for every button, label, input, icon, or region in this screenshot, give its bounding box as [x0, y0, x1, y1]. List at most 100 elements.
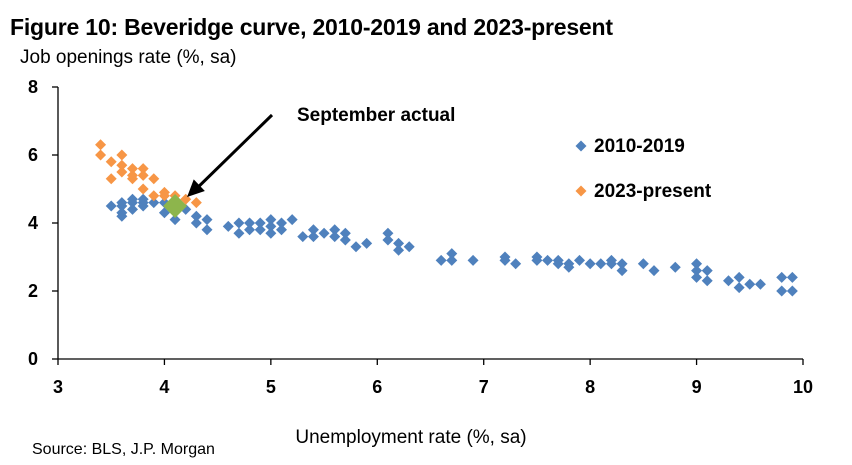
data-point-2010-2019 [563, 261, 575, 273]
data-point-2010-2019 [244, 217, 256, 229]
data-point-2010-2019 [616, 258, 628, 270]
y-tick-label: 6 [28, 145, 38, 165]
y-axis-title: Job openings rate (%, sa) [20, 47, 237, 68]
data-point-2010-2019 [510, 258, 522, 270]
legend-label-2023-present: 2023-present [594, 181, 712, 202]
data-point-2010-2019 [286, 214, 298, 226]
data-point-2010-2019 [595, 258, 607, 270]
data-point-2010-2019 [446, 254, 458, 266]
x-tick-label: 3 [53, 377, 63, 397]
data-point-2010-2019 [446, 248, 458, 260]
data-point-2010-2019 [190, 210, 202, 222]
y-tick-label: 4 [28, 213, 38, 233]
data-point-2010-2019 [265, 227, 277, 239]
data-point-2010-2019 [233, 227, 245, 239]
data-point-2023-present [105, 156, 117, 168]
data-point-2010-2019 [691, 258, 703, 270]
annotation-arrowhead [187, 179, 205, 197]
legend-marker-2010-2019 [575, 140, 587, 152]
data-point-2010-2019 [329, 224, 341, 236]
data-point-2010-2019 [276, 224, 287, 236]
data-point-2010-2019 [350, 241, 362, 253]
data-point-2010-2019 [307, 231, 319, 243]
x-tick-label: 7 [479, 377, 489, 397]
data-point-2023-present [95, 149, 107, 161]
chart-title: Figure 10: Beveridge curve, 2010-2019 an… [10, 14, 613, 40]
data-point-2010-2019 [254, 224, 266, 236]
data-point-2010-2019 [691, 265, 703, 277]
data-point-2010-2019 [190, 217, 202, 229]
data-point-2010-2019 [222, 220, 234, 232]
legend-label-2010-2019: 2010-2019 [594, 136, 685, 157]
data-point-2010-2019 [169, 214, 181, 226]
data-point-2010-2019 [233, 217, 245, 229]
data-point-2010-2019 [148, 197, 160, 209]
y-tick-label: 8 [28, 77, 38, 97]
annotation: September actual [187, 105, 455, 197]
data-point-2010-2019 [786, 285, 798, 297]
data-point-2010-2019 [127, 193, 138, 205]
annotation-label: September actual [297, 105, 455, 126]
axes: 0 2 4 6 8 3 4 5 6 7 8 9 10 [28, 77, 813, 397]
data-point-2023-present [105, 173, 117, 185]
data-point-2010-2019 [403, 241, 415, 253]
x-tick-label: 9 [692, 377, 702, 397]
x-tick-label: 4 [159, 377, 169, 397]
series-2023-present-points [95, 139, 202, 209]
data-point-2010-2019 [339, 227, 351, 239]
data-point-2010-2019 [691, 271, 703, 283]
data-point-2023-present [137, 169, 149, 181]
series-september-actual-point [163, 194, 188, 218]
data-point-2010-2019 [467, 254, 479, 266]
data-point-2023-present [137, 163, 149, 175]
data-point-2010-2019 [105, 200, 117, 212]
data-point-2010-2019 [393, 237, 405, 249]
data-point-2010-2019 [552, 258, 564, 270]
data-point-2010-2019 [307, 224, 319, 236]
data-point-2010-2019 [531, 254, 543, 266]
data-point-2010-2019 [201, 214, 213, 226]
series-2010-2019-points [105, 193, 798, 297]
data-point-2010-2019 [127, 203, 138, 215]
data-point-2010-2019 [499, 254, 511, 266]
data-point-2010-2019 [244, 224, 256, 236]
data-point-2010-2019 [435, 254, 447, 266]
data-point-2010-2019 [701, 265, 713, 277]
y-tick-label: 0 [28, 349, 38, 369]
data-point-2010-2019 [669, 261, 681, 273]
data-point-2023-present [190, 197, 202, 209]
x-axis-label: Unemployment rate (%, sa) [295, 427, 526, 448]
data-point-2010-2019 [701, 275, 713, 287]
data-point-2010-2019 [265, 214, 277, 226]
source-note: Source: BLS, J.P. Morgan [32, 441, 215, 458]
data-point-2010-2019 [786, 271, 798, 283]
data-point-2010-2019 [276, 217, 287, 229]
data-point-2010-2019 [723, 275, 734, 287]
data-point-2010-2019 [116, 210, 128, 222]
data-point-2010-2019 [574, 254, 585, 266]
data-point-2010-2019 [382, 227, 394, 239]
data-point-2010-2019 [137, 193, 149, 205]
data-point-2023-present [148, 173, 160, 185]
data-point-2010-2019 [733, 271, 745, 283]
legend: 2010-2019 2023-present [575, 136, 712, 202]
data-point-2023-present [137, 183, 149, 195]
data-point-september-actual [163, 194, 188, 218]
x-tick-label: 8 [585, 377, 595, 397]
data-point-2023-present [95, 139, 107, 151]
data-point-2010-2019 [616, 265, 628, 277]
x-tick-label: 6 [372, 377, 382, 397]
data-point-2010-2019 [254, 217, 266, 229]
y-tick-label: 2 [28, 281, 38, 301]
data-point-2010-2019 [744, 278, 756, 290]
data-point-2023-present [116, 149, 128, 161]
data-point-2010-2019 [318, 227, 330, 239]
data-point-2010-2019 [361, 237, 373, 249]
data-point-2010-2019 [393, 244, 405, 256]
legend-marker-2023-present [575, 185, 587, 197]
x-tick-label: 10 [793, 377, 813, 397]
data-point-2010-2019 [776, 285, 788, 297]
data-point-2010-2019 [201, 224, 213, 236]
data-point-2010-2019 [382, 234, 394, 246]
